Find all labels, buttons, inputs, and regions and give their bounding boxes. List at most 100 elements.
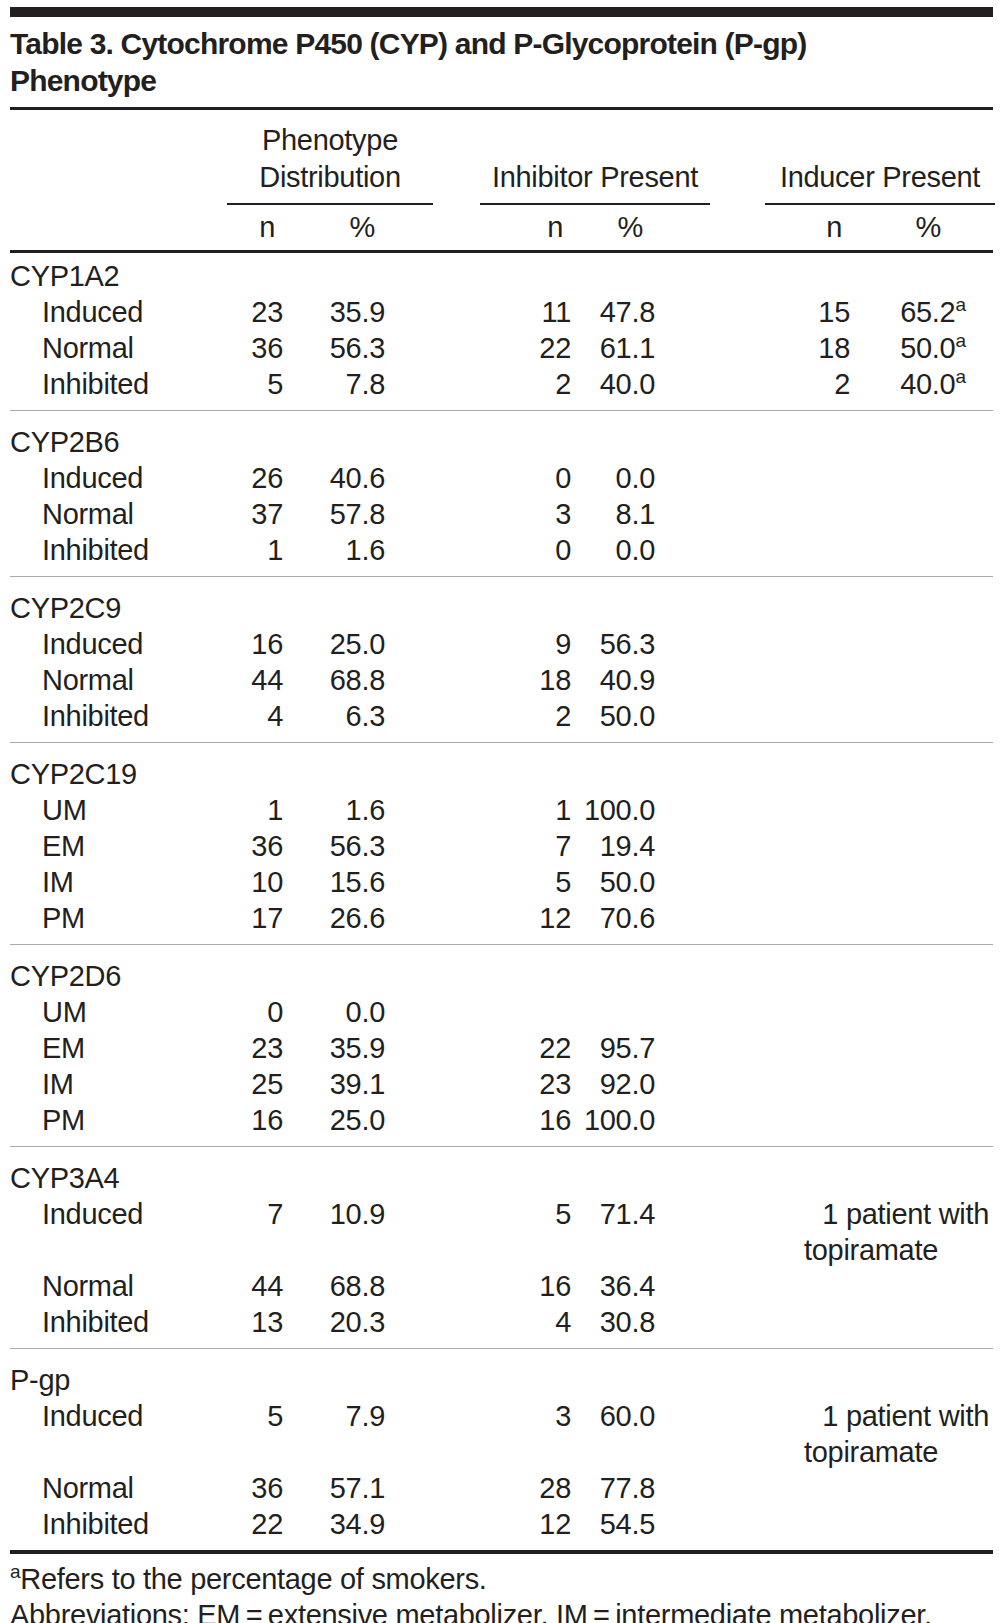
table-header: Phenotype Distribution Inhibitor Present… bbox=[10, 110, 993, 252]
cell-pd-pct: 68.8 bbox=[285, 1268, 395, 1304]
cell-ind-pct bbox=[850, 792, 993, 828]
cell-pd-n: 5 bbox=[210, 1398, 285, 1470]
row-label: Inhibited bbox=[10, 1506, 210, 1550]
section-row-cyp2d6: CYP2D6 bbox=[10, 945, 993, 995]
row-label: UM bbox=[10, 792, 210, 828]
cell-inh-pct: 100.0 bbox=[575, 792, 675, 828]
cell-pd-n: 36 bbox=[210, 828, 285, 864]
cell-ind-pct bbox=[850, 1102, 993, 1147]
cell-inh-pct: 8.1 bbox=[575, 496, 675, 532]
cell-inh-n bbox=[395, 994, 575, 1030]
cell-inh-pct: 60.0 bbox=[575, 1398, 675, 1470]
section-name: CYP2B6 bbox=[10, 411, 993, 461]
inducer-note-line-1: 1 patient with bbox=[751, 1196, 991, 1232]
table-row: PM1726.61270.6 bbox=[10, 900, 993, 945]
cell-ind-n bbox=[675, 496, 850, 532]
section-row-cyp2c9: CYP2C9 bbox=[10, 577, 993, 627]
section-row-cyp2c19: CYP2C19 bbox=[10, 743, 993, 793]
cell-inh-n: 23 bbox=[395, 1066, 575, 1102]
subheader-inh-pct: % bbox=[575, 205, 675, 252]
cell-ind-pct bbox=[850, 900, 993, 945]
table-body: CYP1A2Induced2335.91147.81565.2aNormal36… bbox=[10, 252, 993, 1551]
cell-pd-pct: 0.0 bbox=[285, 994, 395, 1030]
cell-ind-n bbox=[675, 698, 850, 743]
subheader-empty bbox=[10, 205, 210, 252]
cell-inducer-note: 1 patient withtopiramate bbox=[675, 1398, 993, 1470]
cell-pd-pct: 1.6 bbox=[285, 532, 395, 577]
table-row: Induced1625.0956.3 bbox=[10, 626, 993, 662]
footnotes: aRefers to the percentage of smokers. Ab… bbox=[10, 1554, 993, 1623]
subheader-ind-n: n bbox=[675, 205, 850, 252]
cell-pd-pct: 1.6 bbox=[285, 792, 395, 828]
cell-inh-pct: 40.9 bbox=[575, 662, 675, 698]
cell-inh-n: 22 bbox=[395, 1030, 575, 1066]
cell-pd-pct: 10.9 bbox=[285, 1196, 395, 1268]
cell-pd-n: 23 bbox=[210, 1030, 285, 1066]
cell-inh-pct: 19.4 bbox=[575, 828, 675, 864]
table-row: UM11.61100.0 bbox=[10, 792, 993, 828]
row-label: Normal bbox=[10, 496, 210, 532]
row-label: Induced bbox=[10, 1196, 210, 1268]
cell-ind-pct bbox=[850, 1066, 993, 1102]
cell-pd-pct: 40.6 bbox=[285, 460, 395, 496]
subheader-pd-n: n bbox=[210, 205, 285, 252]
cell-pd-pct: 7.8 bbox=[285, 366, 395, 411]
subheader-row: n % n % n % bbox=[10, 205, 993, 252]
cell-ind-pct bbox=[850, 828, 993, 864]
footnote-a-marker: a bbox=[955, 366, 966, 387]
cell-inh-pct: 54.5 bbox=[575, 1506, 675, 1550]
cell-ind-n bbox=[675, 1268, 850, 1304]
cell-inh-n: 0 bbox=[395, 460, 575, 496]
row-label: Normal bbox=[10, 1470, 210, 1506]
subheader-inh-n: n bbox=[395, 205, 575, 252]
table-row: Inhibited2234.91254.5 bbox=[10, 1506, 993, 1550]
cell-inh-n: 3 bbox=[395, 496, 575, 532]
cell-pd-pct: 56.3 bbox=[285, 330, 395, 366]
cell-ind-pct: 40.0a bbox=[850, 366, 993, 411]
cell-ind-pct bbox=[850, 1268, 993, 1304]
cell-inh-n: 1 bbox=[395, 792, 575, 828]
row-label: Normal bbox=[10, 330, 210, 366]
row-label: Induced bbox=[10, 626, 210, 662]
cell-inh-pct: 71.4 bbox=[575, 1196, 675, 1268]
table-row: Normal4468.81840.9 bbox=[10, 662, 993, 698]
cell-inh-pct: 47.8 bbox=[575, 294, 675, 330]
table-row: Inhibited57.8240.0240.0a bbox=[10, 366, 993, 411]
cell-inh-n: 5 bbox=[395, 864, 575, 900]
inducer-note: 1 patient withtopiramate bbox=[751, 1398, 991, 1470]
table-row: Induced2640.600.0 bbox=[10, 460, 993, 496]
cell-pd-n: 23 bbox=[210, 294, 285, 330]
row-label: UM bbox=[10, 994, 210, 1030]
cell-inh-n: 3 bbox=[395, 1398, 575, 1470]
column-group-inhibitor-present: Inhibitor Present bbox=[395, 110, 675, 205]
cell-inh-n: 11 bbox=[395, 294, 575, 330]
row-label: IM bbox=[10, 864, 210, 900]
row-label: Inhibited bbox=[10, 532, 210, 577]
cell-pd-n: 7 bbox=[210, 1196, 285, 1268]
cell-pd-pct: 35.9 bbox=[285, 1030, 395, 1066]
cell-pd-n: 0 bbox=[210, 994, 285, 1030]
column-group-inducer-present: Inducer Present bbox=[675, 110, 993, 205]
table-row: IM1015.6550.0 bbox=[10, 864, 993, 900]
section-name: CYP2C9 bbox=[10, 577, 993, 627]
table-row: EM3656.3719.4 bbox=[10, 828, 993, 864]
row-label: Induced bbox=[10, 1398, 210, 1470]
cell-ind-pct bbox=[850, 460, 993, 496]
table-row: Inhibited46.3250.0 bbox=[10, 698, 993, 743]
label-column-header bbox=[10, 110, 210, 205]
cell-pd-pct: 34.9 bbox=[285, 1506, 395, 1550]
cell-pd-pct: 7.9 bbox=[285, 1398, 395, 1470]
cell-inh-pct: 40.0 bbox=[575, 366, 675, 411]
section-row-cyp3a4: CYP3A4 bbox=[10, 1147, 993, 1197]
section-name: CYP3A4 bbox=[10, 1147, 993, 1197]
row-label: PM bbox=[10, 1102, 210, 1147]
cell-ind-n bbox=[675, 1030, 850, 1066]
cell-inh-pct bbox=[575, 994, 675, 1030]
cell-pd-n: 36 bbox=[210, 1470, 285, 1506]
inducer-note-line-2: topiramate bbox=[751, 1232, 991, 1268]
cell-inducer-note: 1 patient withtopiramate bbox=[675, 1196, 993, 1268]
cell-inh-pct: 50.0 bbox=[575, 864, 675, 900]
cell-ind-n bbox=[675, 1506, 850, 1550]
cell-pd-n: 16 bbox=[210, 1102, 285, 1147]
cell-pd-pct: 25.0 bbox=[285, 626, 395, 662]
